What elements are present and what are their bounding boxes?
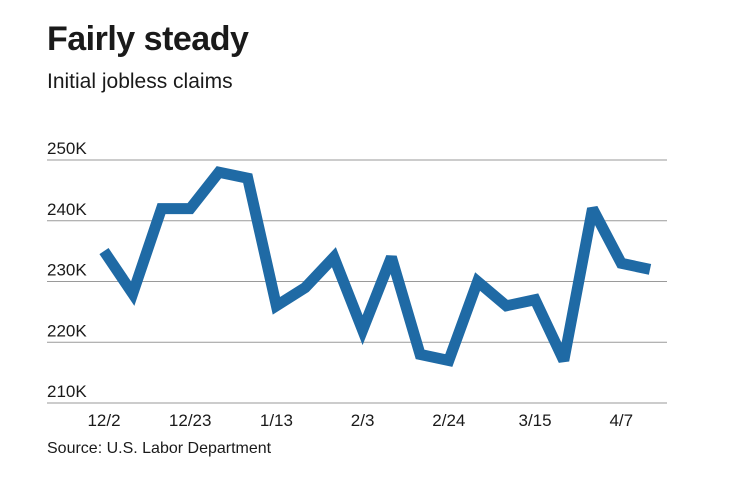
x-axis-ticks: 12/2 12/23 1/13 2/3 2/24 3/15 4/7 bbox=[87, 411, 633, 430]
y-tick-label: 250K bbox=[47, 139, 87, 158]
y-tick-label: 210K bbox=[47, 382, 87, 401]
chart-title: Fairly steady bbox=[47, 20, 249, 58]
x-tick-label: 12/23 bbox=[169, 411, 212, 430]
y-tick-label: 240K bbox=[47, 200, 87, 219]
x-tick-label: 4/7 bbox=[609, 411, 633, 430]
x-tick-label: 12/2 bbox=[87, 411, 120, 430]
chart-subtitle: Initial jobless claims bbox=[47, 70, 233, 93]
x-tick-label: 3/15 bbox=[519, 411, 552, 430]
x-tick-label: 2/24 bbox=[432, 411, 465, 430]
x-tick-label: 2/3 bbox=[351, 411, 375, 430]
y-tick-label: 230K bbox=[47, 261, 87, 280]
source-note: Source: U.S. Labor Department bbox=[47, 440, 272, 457]
y-tick-label: 220K bbox=[47, 321, 87, 340]
series-group bbox=[99, 166, 652, 367]
x-tick-label: 1/13 bbox=[260, 411, 293, 430]
y-axis-ticks: 250K 240K 230K 220K 210K bbox=[47, 139, 87, 401]
series-line bbox=[99, 166, 652, 367]
